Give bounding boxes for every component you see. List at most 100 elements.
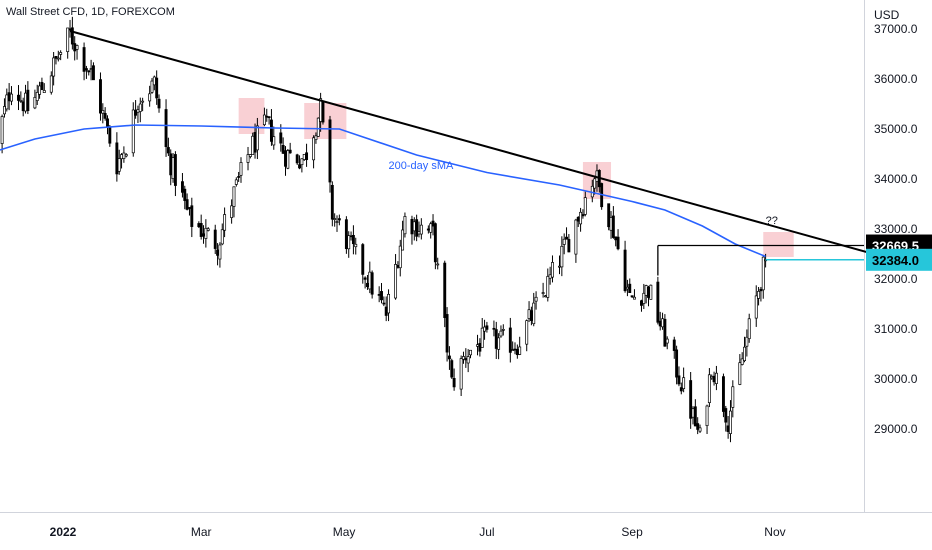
candle-body-205 xyxy=(665,338,669,344)
y-tick-label-8: 36000.0 xyxy=(874,72,918,86)
price-label-box-2 xyxy=(866,248,932,271)
candle-body-214 xyxy=(696,423,700,430)
candle-body-158 xyxy=(513,348,517,351)
candle-body-142 xyxy=(462,356,465,360)
candle-body-189 xyxy=(614,236,618,241)
candle-body-22 xyxy=(68,28,72,31)
candle-body-7 xyxy=(19,100,23,102)
candle-body-162 xyxy=(527,309,531,319)
candle-body-10 xyxy=(26,89,30,112)
x-tick-label-3: May xyxy=(333,525,356,539)
candle-body-234 xyxy=(761,256,765,291)
candle-body-95 xyxy=(305,152,309,161)
candle-body-13 xyxy=(38,85,42,95)
candle-body-31 xyxy=(99,79,102,114)
candle-body-97 xyxy=(314,135,318,140)
candle-body-153 xyxy=(497,337,501,350)
candle-body-53 xyxy=(169,153,173,176)
candle-body-56 xyxy=(180,181,184,193)
candle-body-59 xyxy=(188,207,191,209)
candle-body-150 xyxy=(485,325,489,330)
candle-body-159 xyxy=(515,349,519,356)
candle-body-224 xyxy=(729,410,732,434)
candle-body-37 xyxy=(117,158,121,172)
candle-body-141 xyxy=(459,358,463,390)
candle-body-87 xyxy=(281,145,285,154)
candle-body-190 xyxy=(616,236,620,250)
candle-body-173 xyxy=(562,238,566,245)
candle-body-161 xyxy=(525,320,529,345)
candle-body-27 xyxy=(84,68,88,71)
y-tick-label-6: 34000.0 xyxy=(874,172,918,186)
candle-body-191 xyxy=(623,249,627,292)
candle-body-219 xyxy=(712,375,716,383)
candle-body-145 xyxy=(469,349,472,356)
candle-body-122 xyxy=(396,265,400,268)
candle-body-168 xyxy=(546,276,550,298)
candle-body-17 xyxy=(52,57,56,77)
candle-body-44 xyxy=(138,103,142,112)
candle-body-30 xyxy=(91,65,95,81)
candle-body-195 xyxy=(632,296,636,300)
candle-body-197 xyxy=(642,292,646,304)
candle-body-187 xyxy=(609,217,613,231)
candle-body-169 xyxy=(548,274,552,279)
candle-body-108 xyxy=(349,235,353,238)
candle-body-229 xyxy=(745,336,749,347)
candle-body-58 xyxy=(185,199,189,210)
candle-body-78 xyxy=(251,135,255,155)
candle-body-186 xyxy=(607,203,611,228)
candle-body-192 xyxy=(625,286,629,290)
candle-body-143 xyxy=(464,358,468,361)
candle-body-170 xyxy=(551,262,554,278)
candle-body-135 xyxy=(436,263,440,266)
candle-body-14 xyxy=(40,82,44,91)
y-tick-label-7: 35000.0 xyxy=(874,122,918,136)
candle-body-220 xyxy=(714,372,718,384)
candle-body-100 xyxy=(321,100,325,123)
candle-body-204 xyxy=(663,318,667,347)
candle-body-134 xyxy=(433,223,437,263)
chart-title: Wall Street CFD, 1D, FOREXCOM xyxy=(6,6,175,18)
candle-body-221 xyxy=(721,376,725,412)
candle-body-63 xyxy=(202,233,205,237)
candle-body-54 xyxy=(171,157,175,179)
candle-body-228 xyxy=(743,346,746,362)
candle-body-57 xyxy=(183,188,187,201)
candle-body-203 xyxy=(661,318,665,328)
candle-body-105 xyxy=(337,218,341,221)
candle-body-160 xyxy=(518,346,522,355)
candle-body-179 xyxy=(581,214,585,217)
candle-body-38 xyxy=(120,154,123,160)
candle-body-71 xyxy=(230,205,234,218)
candle-body-200 xyxy=(649,284,653,300)
y-tick-label-3: 31000.0 xyxy=(874,322,918,336)
candle-body-225 xyxy=(731,386,735,408)
candle-body-103 xyxy=(333,218,337,220)
candle-body-127 xyxy=(412,221,416,232)
candle-body-171 xyxy=(558,265,561,268)
candle-body-115 xyxy=(370,272,374,295)
candle-body-77 xyxy=(248,154,252,157)
candle-body-50 xyxy=(157,98,161,109)
candle-body-216 xyxy=(705,405,709,427)
candle-body-196 xyxy=(640,300,643,306)
candle-body-89 xyxy=(286,150,290,169)
candle-body-101 xyxy=(328,119,332,183)
candle-body-73 xyxy=(234,179,238,185)
candle-body-140 xyxy=(452,378,456,388)
candle-body-90 xyxy=(288,149,292,154)
candle-body-61 xyxy=(197,223,201,228)
candle-body-174 xyxy=(565,236,568,240)
candle-body-28 xyxy=(87,70,91,73)
candle-body-106 xyxy=(344,219,348,250)
candle-body-26 xyxy=(82,47,86,72)
candle-body-75 xyxy=(239,162,243,176)
candle-body-209 xyxy=(679,387,683,392)
candle-body-43 xyxy=(136,109,140,113)
candle-body-138 xyxy=(447,355,451,360)
candle-body-19 xyxy=(56,57,60,60)
highlight-zone-2 xyxy=(304,103,347,139)
